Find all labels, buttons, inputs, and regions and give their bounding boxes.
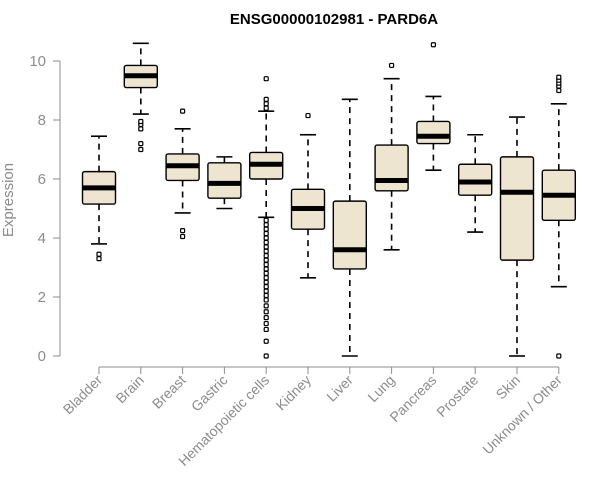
outlier-point <box>263 270 269 276</box>
outlier-point <box>263 261 269 268</box>
box-brain <box>123 42 159 153</box>
x-tick-label: Lung <box>364 372 397 405</box>
box-hematopoietic-cells <box>248 76 284 359</box>
box-gastric <box>207 156 242 210</box>
outlier-point <box>305 112 311 119</box>
outlier-point <box>263 253 269 259</box>
outlier-point <box>138 126 144 132</box>
y-tick-label: 6 <box>38 171 46 188</box>
y-tick-label: 8 <box>38 112 46 129</box>
box-series <box>81 42 576 359</box>
outlier-point <box>263 248 269 254</box>
outlier-point <box>263 101 269 107</box>
x-tick-label: Unknown / Other <box>479 372 565 458</box>
outlier-point <box>263 230 269 237</box>
box-iqr <box>332 200 367 270</box>
outlier-point <box>180 228 186 234</box>
outlier-point <box>263 217 269 223</box>
box-iqr <box>207 162 242 199</box>
outlier-point <box>263 315 269 321</box>
outlier-point <box>263 303 269 309</box>
outlier-point <box>263 235 269 241</box>
outlier-point <box>138 141 144 147</box>
outlier-point <box>263 257 269 263</box>
outlier-point <box>263 297 269 303</box>
outlier-point <box>263 96 269 102</box>
outlier-point <box>263 226 269 232</box>
box-iqr <box>499 156 535 261</box>
outlier-point <box>263 320 269 327</box>
y-axis-label: Expression <box>0 163 17 237</box>
outlier-point <box>263 222 269 228</box>
x-tick-label: Skin <box>493 372 524 403</box>
outlier-point <box>263 275 269 281</box>
chart-title: ENSG00000102981 - PARD6A <box>230 11 438 28</box>
box-pancreas <box>416 42 451 171</box>
x-tick-label: Breast <box>149 372 189 412</box>
outlier-point <box>556 353 562 359</box>
box-iqr <box>374 144 409 192</box>
y-tick-label: 2 <box>38 289 46 306</box>
box-prostate <box>458 133 493 233</box>
box-skin <box>499 116 535 357</box>
box-iqr <box>416 120 451 145</box>
box-bladder <box>81 135 117 262</box>
outlier-point <box>96 251 102 257</box>
box-liver <box>332 98 367 357</box>
outlier-point <box>263 244 269 250</box>
y-tick-label: 10 <box>29 53 46 70</box>
outlier-point <box>180 233 186 240</box>
outlier-point <box>180 108 186 114</box>
outlier-point <box>389 62 395 69</box>
y-tick-label: 0 <box>38 348 46 365</box>
outlier-point <box>263 239 269 246</box>
box-unknown-other <box>541 74 576 359</box>
outlier-point <box>138 118 144 125</box>
outlier-point <box>263 326 269 333</box>
y-axis: 0 2 4 6 8 10 <box>29 53 61 365</box>
outlier-point <box>263 284 269 290</box>
outlier-point <box>430 42 436 48</box>
x-tick-label: Kidney <box>273 372 315 414</box>
outlier-point <box>263 76 269 82</box>
x-tick-label: Liver <box>323 372 356 405</box>
outlier-point <box>263 292 269 299</box>
outlier-point <box>263 105 269 111</box>
box-breast <box>165 108 200 240</box>
outlier-point <box>138 146 144 153</box>
x-tick-label: Prostate <box>433 372 481 420</box>
outlier-point <box>263 288 269 294</box>
x-tick-label: Bladder <box>60 372 106 418</box>
outlier-point <box>556 74 562 80</box>
outlier-point <box>556 87 562 94</box>
x-tick-label: Brain <box>112 372 146 406</box>
box-kidney <box>290 112 326 279</box>
outlier-point <box>263 309 269 315</box>
outlier-point <box>263 338 269 344</box>
box-lung <box>374 62 409 251</box>
outlier-point <box>96 256 102 262</box>
outlier-point <box>263 353 269 359</box>
y-tick-label: 4 <box>38 230 46 247</box>
outlier-point <box>263 279 269 285</box>
outlier-point <box>263 266 269 272</box>
